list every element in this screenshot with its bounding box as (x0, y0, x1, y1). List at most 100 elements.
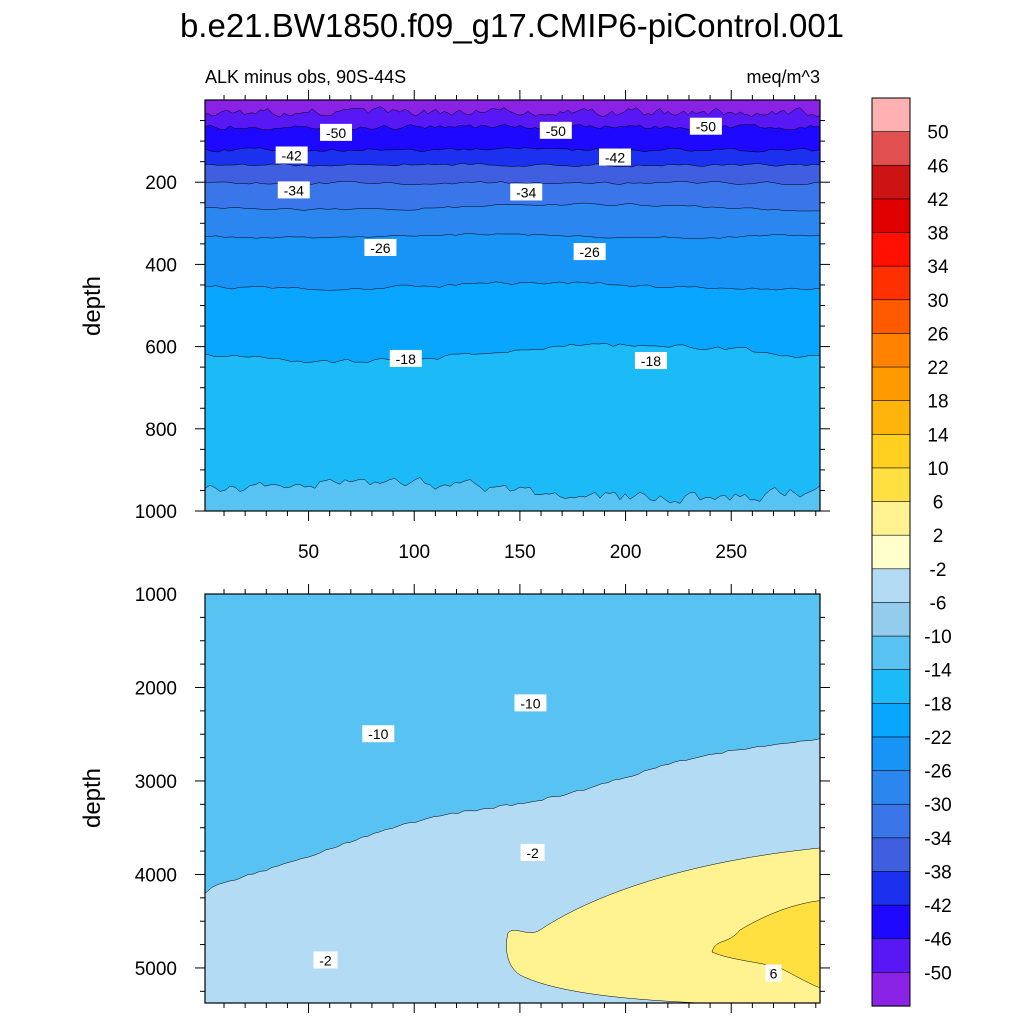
contour-label-text: -18 (641, 353, 661, 369)
contour-label-text: -34 (516, 184, 536, 200)
colorbar-label: -50 (924, 963, 951, 984)
y-tick-label: 400 (145, 255, 177, 276)
contour-label-bg (362, 725, 395, 743)
colorbar-swatch (871, 299, 911, 335)
contour-label: -42 (275, 146, 308, 164)
contour-label-text: -34 (284, 182, 304, 198)
colorbar-label: -30 (924, 795, 951, 816)
colorbar-swatch (871, 400, 911, 435)
contour-label: -34 (510, 183, 543, 201)
lower-y-axis-label: depth (79, 768, 106, 828)
colorbar-label: 26 (927, 324, 948, 345)
colorbar-swatch (871, 232, 911, 267)
lower-panel: -10 -10 -2 -2 6 1000 2000 3000 4000 5000 depth (79, 584, 830, 1013)
contour-label-bg (514, 694, 547, 712)
colorbar-label: -34 (924, 829, 952, 850)
upper-contour-line (205, 163, 820, 168)
contour-label-text: -50 (696, 119, 716, 135)
contour-label: -2 (313, 951, 338, 969)
colorbar-swatch (871, 669, 911, 704)
colorbar-label: -46 (924, 930, 951, 951)
contour-label-bg (277, 181, 310, 199)
upper-contour-line (205, 281, 820, 291)
contour-label: -42 (599, 148, 631, 166)
lower-contour-lines (205, 738, 820, 894)
contour-label-text: -50 (326, 125, 346, 141)
upper-contour-labels: -50 -50 -50 -42 -42 -34 -34 -26 -26 -18 -18 (275, 117, 722, 369)
upper-right-label: meq/m^3 (747, 67, 820, 87)
contour-label-bg (539, 121, 572, 139)
colorbar-swatch (871, 770, 911, 805)
contour-label-text: -50 (546, 123, 566, 139)
lower-ticks: 1000 2000 3000 4000 5000 (135, 584, 830, 1013)
upper-contour-line (205, 106, 820, 118)
colorbar-swatch (871, 568, 911, 604)
upper-panel: ALK minus obs, 90S-44S meq/m^3 -50 -50 -50… (79, 67, 830, 563)
colorbar-swatch (871, 333, 911, 368)
contour-label: -10 (514, 694, 547, 712)
colorbar-label: 14 (927, 425, 949, 446)
colorbar-swatch (871, 97, 911, 133)
y-tick-label: 200 (145, 173, 177, 194)
contour-label-text: -18 (396, 351, 416, 367)
contour-label: -2 (520, 843, 545, 861)
colorbar-label: -14 (924, 661, 952, 682)
colorbar-label: -42 (924, 896, 951, 917)
y-tick-label: 5000 (135, 959, 177, 980)
colorbar-label: -18 (924, 694, 951, 715)
colorbar-label: -6 (930, 593, 947, 614)
contour-label-bg (313, 951, 338, 969)
colorbar-swatch (871, 602, 911, 637)
contour-label-bg (389, 349, 422, 367)
y-tick-label: 1000 (135, 585, 177, 606)
colorbar-label: 18 (927, 392, 948, 413)
upper-contour-line (205, 477, 820, 504)
contour-label: -18 (634, 351, 667, 369)
colorbar-swatch (871, 803, 911, 839)
colorbar-label: -22 (924, 728, 951, 749)
contour-label-text: -2 (319, 952, 332, 968)
contour-label: 6 (765, 964, 782, 982)
colorbar-label: 10 (927, 459, 948, 480)
upper-band-minus54 (205, 100, 820, 117)
contour-label-text: -26 (580, 244, 600, 260)
colorbar-frame (871, 97, 911, 1007)
x-tick-label: 150 (504, 542, 536, 563)
upper-contour-line (205, 342, 820, 364)
colorbar-label: 30 (927, 291, 948, 312)
colorbar-swatch (871, 871, 911, 906)
contour-label-text: -10 (520, 695, 540, 711)
y-tick-label: 1000 (135, 502, 177, 523)
colorbar-swatch (871, 837, 911, 873)
x-tick-label: 200 (610, 542, 642, 563)
colorbar-label: 46 (927, 156, 948, 177)
lower-plot-frame (204, 593, 821, 1004)
contour-label-text: -42 (605, 150, 625, 166)
contour-label: -50 (539, 121, 572, 139)
contour-label-bg (275, 146, 308, 164)
contour-label-bg (599, 148, 631, 166)
colorbar-swatch (871, 736, 911, 772)
contour-label: -10 (362, 725, 395, 743)
colorbar-label: 50 (927, 123, 948, 144)
upper-contour-line (205, 233, 820, 239)
lower-contour-labels: -10 -10 -2 -2 6 (313, 694, 782, 982)
colorbar-swatch (871, 164, 911, 200)
contour-label-text: -42 (282, 147, 302, 163)
upper-left-label: ALK minus obs, 90S-44S (205, 67, 406, 87)
lower-contour-line (205, 738, 820, 894)
contour-label: -50 (689, 117, 722, 135)
contour-label-text: 6 (770, 966, 778, 982)
contour-label-bg (634, 351, 667, 369)
colorbar-label: 38 (927, 224, 948, 245)
y-tick-label: 4000 (135, 865, 177, 886)
lower-band-2 (506, 847, 820, 1003)
contour-label-bg (689, 117, 722, 135)
upper-y-axis-label: depth (79, 276, 106, 336)
colorbar-label: 2 (933, 526, 944, 547)
colorbar-swatch (871, 972, 911, 1007)
colorbar: 50 46 42 38 34 30 26 22 18 14 10 6 2 -2 -6 -10 -14 -18 -22… (871, 97, 952, 1007)
y-tick-label: 600 (145, 338, 177, 359)
contour-label-bg (765, 964, 782, 982)
